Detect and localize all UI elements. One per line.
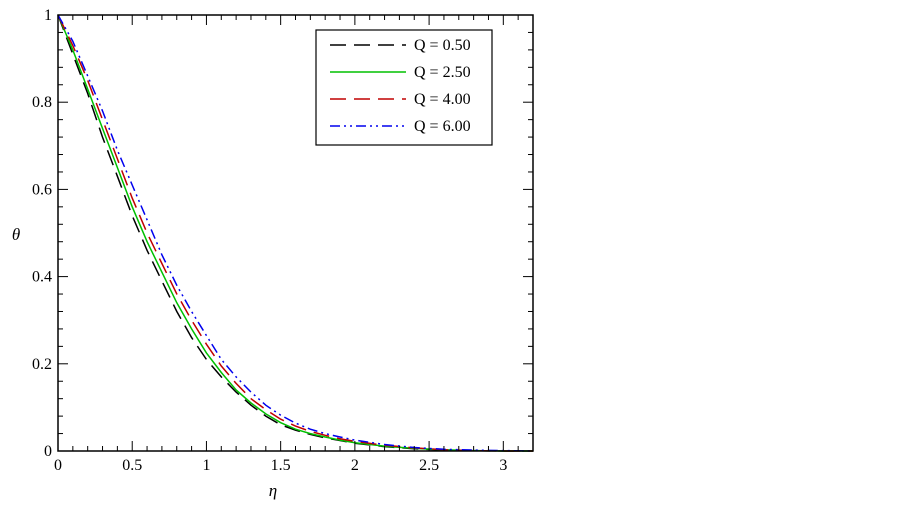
y-tick-label-1: 0.2 [32,356,52,373]
x-tick-label-2: 1 [202,457,210,474]
series-layer [57,14,534,452]
y-tick-label-2: 0.4 [32,269,52,286]
axes-layer: 0 0.5 1 1.5 2 2.5 3 0 0.2 0.4 0.6 0.8 1 [32,7,534,474]
legend-label-2: Q = 2.50 [414,64,471,81]
legend-label-1: Q = 0.50 [414,37,471,54]
legend-label-4: Q = 6.00 [414,118,471,135]
y-tick-label-4: 0.8 [32,94,52,111]
x-tick-label-0: 0 [54,457,62,474]
x-tick-label-5: 2.5 [419,457,439,474]
series-line-4 [57,14,534,452]
x-tick-label-1: 0.5 [122,457,142,474]
legend: Q = 0.50 Q = 2.50 Q = 4.00 Q = 6.00 [315,29,493,146]
y-tick-label-5: 1 [44,7,52,24]
x-tick-label-3: 1.5 [271,457,291,474]
series-line-2 [57,14,533,452]
series-line-3 [57,14,533,452]
y-tick-label-3: 0.6 [32,181,52,198]
x-axis-title: η [269,481,277,500]
y-tick-label-0: 0 [44,443,52,460]
y-axis-title: θ [12,225,20,244]
legend-label-3: Q = 4.00 [414,91,471,108]
x-tick-label-6: 3 [499,457,507,474]
x-tick-label-4: 2 [351,457,359,474]
